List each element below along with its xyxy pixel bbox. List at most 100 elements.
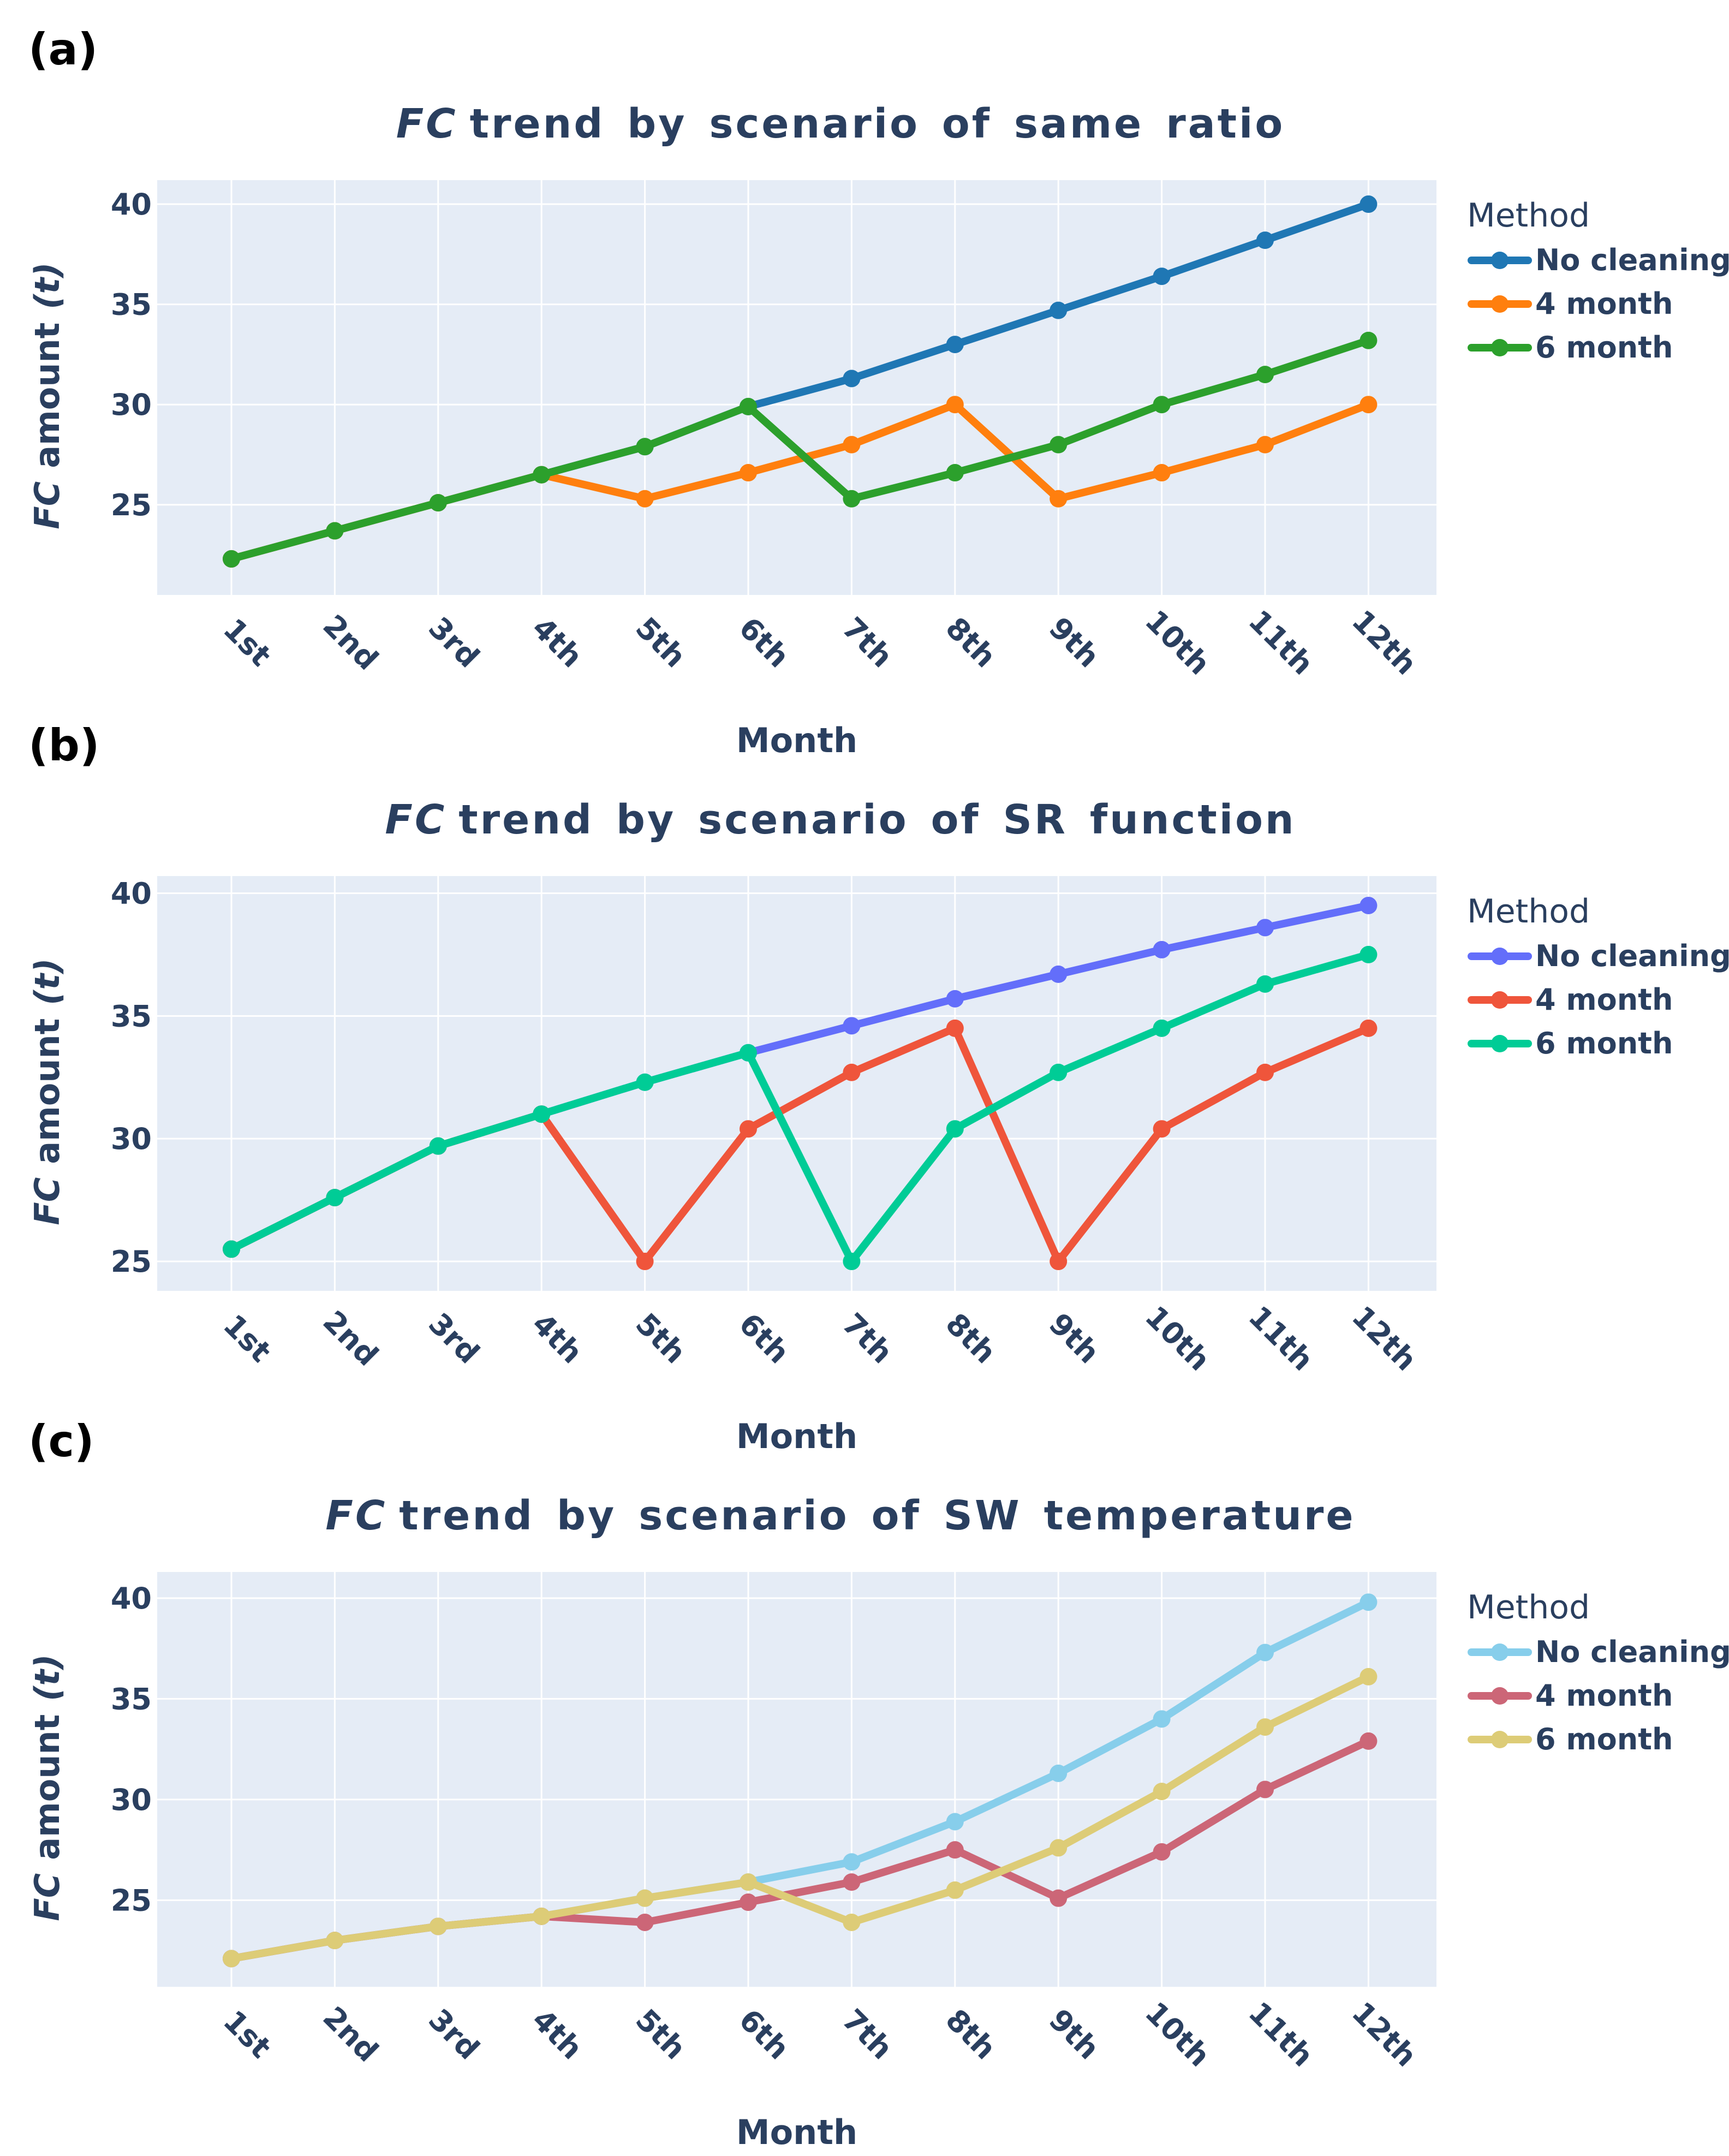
- y-axis-title-unit: (t): [27, 1654, 67, 1701]
- legend-label: No cleaning: [1535, 243, 1729, 277]
- x-tick-label: 9th: [1042, 2003, 1106, 2066]
- legend-item[interactable]: 6 month: [1468, 1026, 1673, 1061]
- x-tick-label: 9th: [1042, 611, 1106, 675]
- legend-swatch-marker: [1491, 991, 1509, 1009]
- data-point: [1153, 1783, 1171, 1801]
- data-point: [429, 1137, 447, 1155]
- data-point: [946, 990, 964, 1008]
- x-tick-label: 8th: [939, 611, 1003, 675]
- data-point: [326, 522, 344, 540]
- x-tick-label: 9th: [1042, 1307, 1106, 1371]
- y-tick-label: 25: [111, 1244, 152, 1279]
- x-tick-label: 12th: [1345, 603, 1423, 681]
- data-point: [223, 1240, 240, 1258]
- legend: Method No cleaning 4 month 6 month: [1467, 196, 1729, 365]
- data-point: [843, 1853, 861, 1871]
- x-tick-label: 5th: [629, 1307, 693, 1371]
- data-point: [1050, 436, 1068, 454]
- legend: Method No cleaning 4 month 6 month: [1467, 892, 1729, 1061]
- chart-panel-3: (c) FC trend by scenario of SW temperature…: [27, 1416, 1729, 2152]
- data-point: [1360, 1667, 1378, 1686]
- plot-area: [157, 876, 1436, 1291]
- x-tick-label: 11th: [1242, 603, 1320, 681]
- x-tick-label: 7th: [836, 1307, 899, 1371]
- data-point: [740, 1120, 757, 1138]
- legend-label: 4 month: [1535, 287, 1673, 321]
- legend-swatch-marker: [1491, 252, 1509, 269]
- data-point: [1256, 975, 1274, 993]
- chart-panel-1: (a) FC trend by scenario of same ratio 25 30…: [27, 24, 1729, 760]
- data-point: [946, 396, 964, 414]
- series-line-6-month: [228, 950, 1373, 1266]
- x-tick-label: 5th: [629, 2003, 693, 2066]
- legend-item[interactable]: No cleaning: [1468, 939, 1729, 973]
- data-point: [1256, 436, 1274, 454]
- x-tick-label: 2nd: [317, 608, 385, 677]
- data-point: [843, 1913, 861, 1931]
- legend-item[interactable]: 4 month: [1468, 982, 1673, 1017]
- x-tick-label: 1st: [217, 2004, 278, 2065]
- data-point: [843, 490, 861, 508]
- y-axis-title-italic: FC: [27, 1873, 67, 1921]
- x-tick-label: 2nd: [317, 1304, 385, 1373]
- data-point: [636, 1253, 654, 1271]
- legend-title: Method: [1467, 892, 1590, 931]
- legend-swatch-marker: [1491, 1687, 1509, 1705]
- legend-label: 6 month: [1535, 1026, 1673, 1061]
- legend-item[interactable]: 4 month: [1468, 1678, 1673, 1713]
- data-point: [740, 1044, 757, 1062]
- x-tick-label: 4th: [526, 611, 589, 675]
- data-point: [843, 1873, 861, 1891]
- data-point: [1360, 1732, 1378, 1750]
- data-point: [1050, 301, 1068, 319]
- chart-title: FC trend by scenario of same ratio: [396, 100, 1285, 147]
- y-axis-title-mid: amount: [27, 1019, 67, 1164]
- y-tick-label: 35: [111, 1682, 152, 1716]
- x-tick-label: 12th: [1345, 1995, 1423, 2073]
- data-point: [636, 1913, 654, 1931]
- legend-item[interactable]: 6 month: [1468, 330, 1673, 365]
- x-tick-label: 6th: [732, 2003, 796, 2066]
- chart-title: FC trend by scenario of SR function: [385, 796, 1296, 843]
- data-point: [946, 1841, 964, 1859]
- data-point: [1050, 965, 1068, 983]
- data-point: [1050, 1253, 1068, 1271]
- data-point: [1153, 1710, 1171, 1728]
- y-tick-label: 40: [111, 876, 152, 910]
- data-point: [1153, 1019, 1171, 1037]
- legend-label: 6 month: [1535, 330, 1673, 365]
- chart-title-italic: FC: [385, 796, 446, 843]
- x-tick-label: 6th: [732, 1307, 796, 1371]
- data-point: [1050, 1839, 1068, 1857]
- data-point: [429, 494, 447, 512]
- data-point: [326, 1932, 344, 1950]
- data-point: [1153, 267, 1171, 285]
- x-tick-label: 4th: [526, 2003, 589, 2066]
- data-point: [740, 397, 757, 415]
- y-axis-title-italic: FC: [27, 1177, 67, 1225]
- data-point: [1256, 1780, 1274, 1798]
- y-axis-title-unit: (t): [27, 958, 67, 1005]
- chart-title-rest: trend by scenario of same ratio: [470, 100, 1285, 147]
- legend-item[interactable]: 6 month: [1468, 1722, 1673, 1756]
- legend-item[interactable]: 4 month: [1468, 287, 1673, 321]
- y-axis-title-mid: amount: [27, 1714, 67, 1860]
- data-point: [1256, 1063, 1274, 1081]
- y-axis-title-unit: (t): [27, 262, 67, 309]
- data-point: [1050, 1889, 1068, 1907]
- legend-swatch-marker: [1491, 1731, 1509, 1748]
- data-point: [843, 1253, 861, 1271]
- data-point: [429, 1917, 447, 1935]
- data-point: [843, 1063, 861, 1081]
- data-point: [223, 1950, 240, 1968]
- legend-item[interactable]: No cleaning: [1468, 243, 1729, 277]
- chart-title-rest: trend by scenario of SR function: [458, 796, 1296, 843]
- data-point: [1360, 945, 1378, 963]
- data-point: [636, 1889, 654, 1907]
- legend-swatch-marker: [1491, 948, 1509, 965]
- chart-title-italic: FC: [396, 100, 458, 147]
- legend-item[interactable]: No cleaning: [1468, 1635, 1729, 1669]
- x-tick-label: 6th: [732, 611, 796, 675]
- chart-title-rest: trend by scenario of SW temperature: [399, 1492, 1355, 1539]
